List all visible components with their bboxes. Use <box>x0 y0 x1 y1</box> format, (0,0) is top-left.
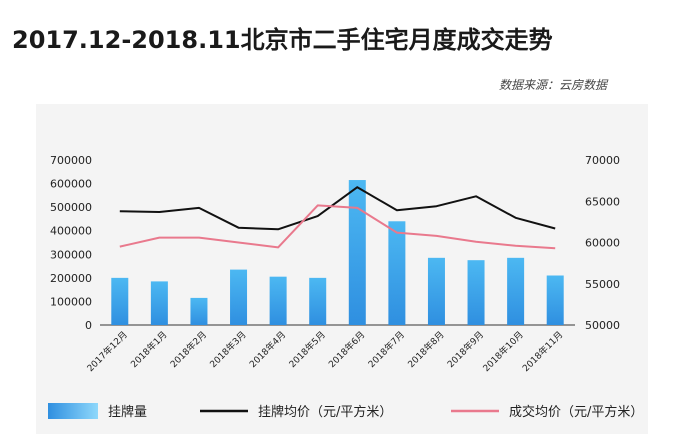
chart-panel <box>36 104 648 434</box>
legend-label-deal-price: 成交均价（元/平方米） <box>509 404 643 420</box>
bar <box>309 277 327 325</box>
left-tick-label: 700000 <box>50 154 92 167</box>
left-tick-label: 300000 <box>50 248 92 261</box>
x-tick-label: 2018年11月 <box>520 329 566 375</box>
deal-price-line <box>119 204 556 250</box>
right-tick-label: 65000 <box>585 195 620 208</box>
bar <box>467 260 485 325</box>
bar <box>546 275 564 325</box>
bar <box>150 281 168 325</box>
left-tick-label: 400000 <box>50 225 92 238</box>
x-tick-label: 2018年5月 <box>286 329 327 370</box>
bar <box>269 276 287 325</box>
listing-price-line <box>119 186 556 231</box>
legend-swatch-listings <box>48 403 98 419</box>
bar <box>507 257 525 325</box>
bar <box>388 221 406 325</box>
x-tick-label: 2018年4月 <box>247 329 288 370</box>
left-tick-label: 100000 <box>50 295 92 308</box>
x-tick-label: 2018年8月 <box>405 329 446 370</box>
x-tick-label: 2018年9月 <box>445 329 486 370</box>
x-tick-label: 2017年12月 <box>84 329 130 375</box>
bar <box>230 269 248 325</box>
x-tick-label: 2018年2月 <box>168 329 209 370</box>
left-tick-label: 600000 <box>50 178 92 191</box>
bar <box>190 297 208 325</box>
right-tick-label: 60000 <box>585 237 620 250</box>
x-tick-label: 2018年1月 <box>128 329 169 370</box>
left-tick-label: 0 <box>85 319 92 332</box>
source-note: 数据来源：云房数据 <box>498 78 607 92</box>
bar <box>348 180 366 325</box>
legend-label-listings: 挂牌量 <box>108 404 147 420</box>
left-tick-label: 500000 <box>50 201 92 214</box>
left-tick-label: 200000 <box>50 272 92 285</box>
x-tick-label: 2018年3月 <box>207 329 248 370</box>
right-tick-label: 55000 <box>585 278 620 291</box>
bar <box>427 257 445 325</box>
x-tick-label: 2018年10月 <box>480 329 526 375</box>
x-tick-label: 2018年6月 <box>326 329 367 370</box>
legend-label-listing-price: 挂牌均价（元/平方米） <box>258 404 392 420</box>
right-tick-label: 70000 <box>585 154 620 167</box>
chart-title: 2017.12-2018.11北京市二手住宅月度成交走势 <box>12 26 553 54</box>
x-tick-label: 2018年7月 <box>366 329 407 370</box>
right-tick-label: 50000 <box>585 319 620 332</box>
bar <box>111 277 129 325</box>
